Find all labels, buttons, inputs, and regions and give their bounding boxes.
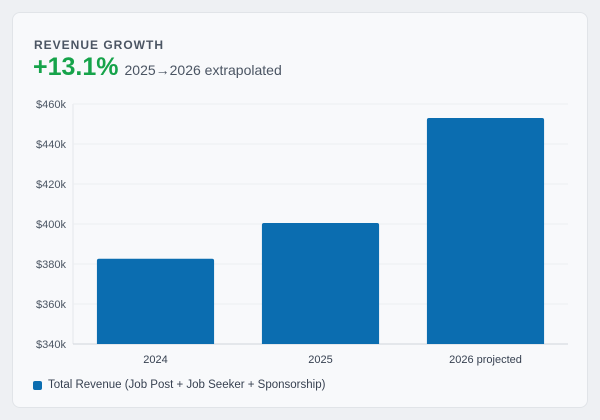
x-tick-label: 2025 (308, 354, 332, 366)
bar-chart: $340k $360k $380k $400k $420k $440k $460k 2024 2… (36, 99, 568, 366)
y-tick-label: $360k (36, 299, 66, 311)
bar-2026-projected (426, 118, 545, 344)
bar-2025 (261, 223, 380, 344)
y-tick-label: $340k (36, 339, 66, 351)
x-tick-label: 2026 projected (449, 354, 522, 366)
x-tick-label: 2024 (143, 354, 167, 366)
legend-label: Total Revenue (Job Post + Job Seeker + S… (48, 379, 326, 391)
y-tick-label: $420k (36, 179, 66, 191)
bar-2024 (96, 258, 215, 344)
y-tick-label: $400k (36, 219, 66, 231)
y-tick-label: $460k (36, 99, 66, 111)
growth-value: +13.1% (33, 53, 119, 81)
card-title: REVENUE GROWTH (34, 38, 165, 52)
legend-swatch (33, 380, 42, 390)
headline: +13.1% 2025→2026 extrapolated (33, 53, 282, 82)
y-tick-label: $440k (36, 139, 66, 151)
revenue-growth-card: REVENUE GROWTH +13.1% 2025→2026 extrapol… (12, 12, 588, 408)
legend[interactable]: Total Revenue (Job Post + Job Seeker + S… (33, 379, 325, 391)
y-tick-label: $380k (36, 259, 66, 271)
growth-note: 2025→2026 extrapolated (124, 62, 282, 78)
